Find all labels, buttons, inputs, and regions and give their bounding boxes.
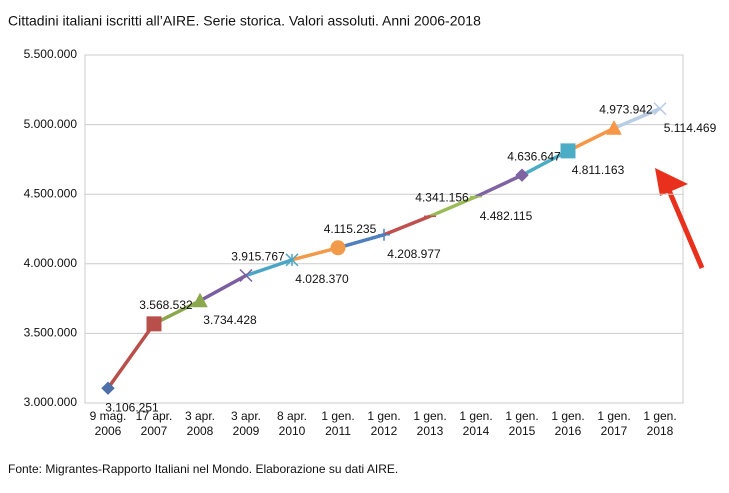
x-tick-label-line: 2007 (141, 424, 168, 438)
data-label: 3.106.251 (105, 400, 159, 414)
marker (653, 102, 667, 116)
data-label: 3.734.428 (203, 313, 257, 327)
data-label: 4.115.235 (324, 222, 377, 236)
line-segment (337, 233, 385, 250)
data-label: 4.341.156 (415, 190, 469, 204)
x-tick-label: 1 gen. 2012 (367, 409, 400, 438)
x-tick-label-line: 17 apr. (136, 409, 173, 423)
line-segment (383, 214, 431, 237)
x-tick-label-line: 2011 (325, 424, 351, 438)
x-tick-label: 1 gen. 2016 (551, 409, 584, 438)
x-tick-label-line: 2009 (233, 424, 260, 438)
x-tick-label: 3 apr. 2008 (185, 409, 215, 438)
x-tick-label-line: 2014 (463, 424, 490, 438)
arrow-head (655, 168, 688, 196)
x-tick-label-line: 9 mag. (90, 409, 127, 423)
x-tick-label-line: 3 apr. (185, 409, 215, 423)
line-segment (567, 126, 615, 153)
x-tick-label: 1 gen. 2014 (459, 409, 492, 438)
x-tick-label-line: 2017 (601, 424, 628, 438)
marker (146, 316, 162, 332)
x-tick-label: 1 gen. 2018 (643, 409, 676, 438)
y-tick-label: 4.000.000 (24, 256, 78, 270)
marker (515, 168, 529, 182)
arrow-shaft (665, 187, 705, 269)
data-label: 3.568.532 (139, 298, 193, 312)
x-tick-label: 1 gen. 2013 (413, 409, 446, 438)
marker (101, 381, 115, 395)
x-tick-label: 8 apr. 2010 (277, 409, 307, 438)
annotation-arrow (655, 168, 705, 269)
x-tick-label-line: 1 gen. (597, 409, 630, 423)
marker (560, 143, 576, 159)
y-tick-label: 3.500.000 (24, 326, 78, 340)
y-tick-label: 5.500.000 (24, 47, 78, 61)
y-tick-label: 5.000.000 (24, 117, 78, 131)
line-segment (153, 299, 201, 326)
line-segment (106, 322, 156, 390)
data-label: 4.636.647 (507, 149, 561, 163)
line-segment (475, 173, 523, 199)
line-segment (613, 107, 661, 130)
line-segment (521, 149, 569, 177)
data-label: 4.811.163 (572, 163, 625, 177)
x-tick-label-line: 1 gen. (367, 409, 400, 423)
marker (330, 240, 346, 256)
x-tick-label-line: 1 gen. (459, 409, 492, 423)
x-tick-label-line: 2015 (509, 424, 536, 438)
chart-title: Cittadini italiani iscritti all’AIRE. Se… (8, 13, 481, 29)
x-tick-label: 17 apr. 2007 (136, 409, 173, 438)
data-label: 4.208.977 (387, 247, 441, 261)
marker (239, 268, 253, 283)
x-tick-label: 9 mag. 2006 (90, 409, 127, 438)
x-tick-label: 1 gen. 2015 (505, 409, 538, 438)
y-tick-label: 4.500.000 (24, 186, 78, 200)
x-tick-label: 1 gen. 2011 (321, 409, 354, 438)
line-segment (291, 246, 339, 262)
marker (378, 228, 390, 241)
data-label: 4.028.370 (295, 272, 349, 286)
x-tick-label-line: 1 gen. (505, 409, 538, 423)
x-tick-label-line: 2006 (95, 424, 122, 438)
data-label: 4.482.115 (480, 209, 533, 223)
x-tick-label-line: 1 gen. (321, 409, 354, 423)
x-tick-label-line: 1 gen. (551, 409, 584, 423)
data-label: 4.973.942 (599, 102, 653, 116)
x-tick-label-line: 2012 (371, 424, 398, 438)
x-tick-label-line: 8 apr. (277, 409, 307, 423)
x-tick-label-line: 2008 (187, 424, 214, 438)
x-tick-label: 3 apr. 2009 (231, 409, 261, 438)
marker (606, 120, 622, 135)
x-tick-label-line: 2016 (555, 424, 582, 438)
marker (192, 292, 208, 308)
line-segment (429, 195, 477, 218)
x-tick-label-line: 2013 (417, 424, 444, 438)
x-tick-label-line: 1 gen. (643, 409, 676, 423)
marker (285, 253, 299, 267)
y-tick-label: 3.000.000 (24, 395, 78, 409)
x-tick-label-line: 2010 (279, 424, 306, 438)
x-tick-label: 1 gen. 2017 (597, 409, 630, 438)
x-tick-label-line: 3 apr. (231, 409, 261, 423)
data-label: 3.915.767 (231, 250, 285, 264)
data-label: 5.114.469 (664, 121, 717, 135)
x-tick-label-line: 1 gen. (413, 409, 446, 423)
line-segment (245, 258, 293, 278)
source-note: Fonte: Migrantes-Rapporto Italiani nel M… (8, 462, 398, 476)
line-segment (199, 273, 247, 303)
x-tick-label-line: 2018 (647, 424, 674, 438)
